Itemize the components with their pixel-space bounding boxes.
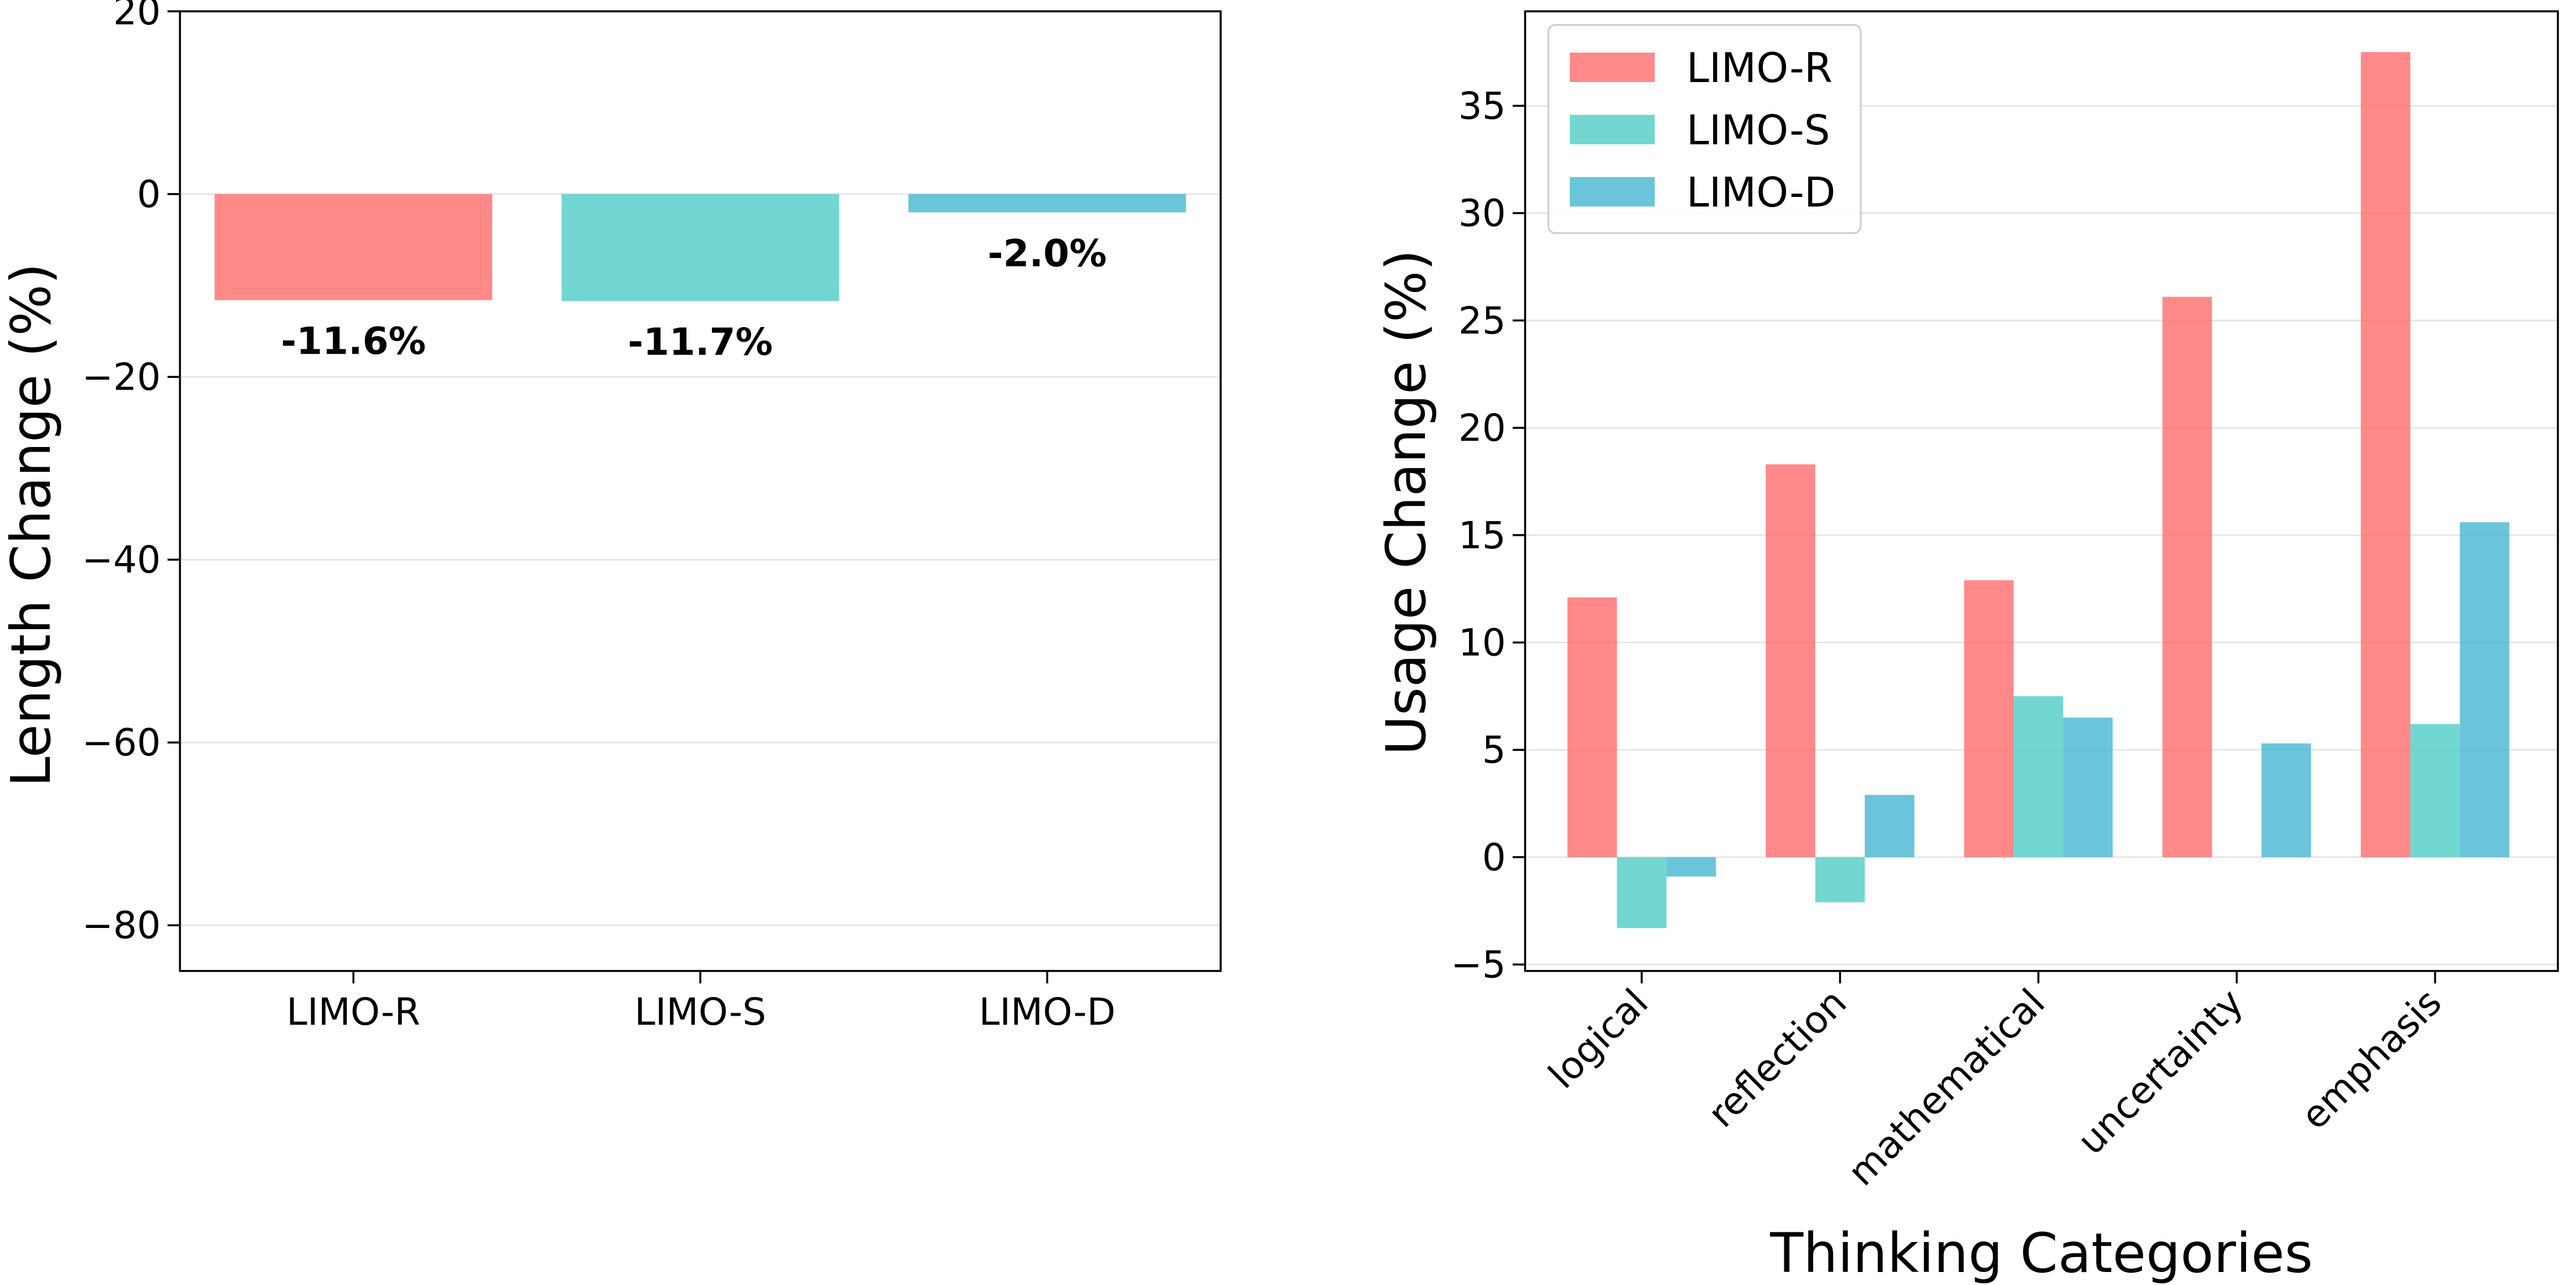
y-tick-label: −80 [82, 904, 161, 947]
bar-limo-r-mathematical [1964, 580, 2014, 857]
y-tick-label: −60 [82, 721, 161, 764]
y-tick-label: 0 [1482, 836, 1506, 879]
x-tick-label: logical [1540, 981, 1657, 1097]
x-tick-label: mathematical [1840, 981, 2054, 1194]
legend-label-limo-d: LIMO-D [1686, 169, 1836, 216]
value-label: -11.6% [281, 319, 426, 363]
length-change-chart: -11.6% -11.7% -2.0% 20 0 −20 −40 −60 −80 LIMO-R LI… [0, 0, 1222, 1034]
x-tick-label: reflection [1699, 981, 1854, 1136]
y-axis-label: Usage Change (%) [1375, 250, 1438, 755]
legend-label-limo-r: LIMO-R [1686, 44, 1832, 92]
x-tick-label: LIMO-R [286, 990, 420, 1034]
y-tick-label: 10 [1458, 621, 1506, 664]
bar-limo-d-uncertainty [2261, 743, 2311, 857]
x-tick-label: LIMO-D [979, 990, 1116, 1034]
plot-frame [1524, 10, 2559, 972]
y-tick-label: −5 [1451, 943, 1506, 987]
bar-limo-r-emphasis [2360, 52, 2411, 857]
bar-limo-d-emphasis [2459, 522, 2510, 857]
x-tick-label: emphasis [2292, 981, 2450, 1138]
y-tick-label: 20 [113, 0, 161, 33]
legend-swatch-limo-r [1570, 53, 1655, 82]
usage-change-chart: 35 30 25 20 15 10 5 0 −5 logical reflectionmathema… [1375, 10, 2559, 1285]
plot-frame [179, 10, 1222, 972]
value-label: -2.0% [988, 231, 1106, 275]
bar-limo-s-reflection [1815, 857, 1865, 902]
y-tick-label: 30 [1458, 192, 1506, 235]
legend: LIMO-R LIMO-S LIMO-D [1547, 24, 1862, 234]
y-tick-label: 15 [1458, 514, 1506, 557]
y-axis-label: Length Change (%) [0, 263, 63, 787]
y-tick-label: 25 [1458, 299, 1506, 342]
x-tick-label: LIMO-S [634, 990, 766, 1034]
y-tick-label: −40 [82, 538, 161, 582]
bar-limo-d [908, 194, 1186, 213]
bar-limo-r [214, 194, 492, 300]
x-tick-label: uncertainty [2069, 981, 2252, 1163]
bar-limo-d-mathematical [2063, 717, 2113, 857]
y-tick-label: −20 [82, 355, 161, 399]
bar-limo-s [561, 194, 839, 302]
bar-limo-r-logical [1567, 597, 1617, 857]
y-tick-label: 20 [1458, 406, 1506, 450]
y-tick-label: 0 [137, 173, 161, 216]
bar-limo-s-logical [1617, 857, 1667, 929]
bar-limo-s-mathematical [2013, 696, 2063, 857]
bar-limo-d-reflection [1865, 794, 1914, 857]
y-tick-label: 5 [1482, 728, 1506, 772]
legend-swatch-limo-s [1570, 115, 1655, 144]
bar-limo-r-uncertainty [2162, 296, 2212, 857]
legend-swatch-limo-d [1570, 177, 1655, 207]
bar-limo-r-reflection [1766, 464, 1815, 857]
legend-label-limo-s: LIMO-S [1686, 106, 1830, 154]
bar-limo-s-emphasis [2410, 724, 2460, 857]
bar-limo-d-logical [1666, 857, 1716, 877]
value-label: -11.7% [628, 320, 772, 364]
y-tick-label: 35 [1458, 84, 1506, 128]
x-axis-label: Thinking Categories [1770, 1222, 2313, 1285]
